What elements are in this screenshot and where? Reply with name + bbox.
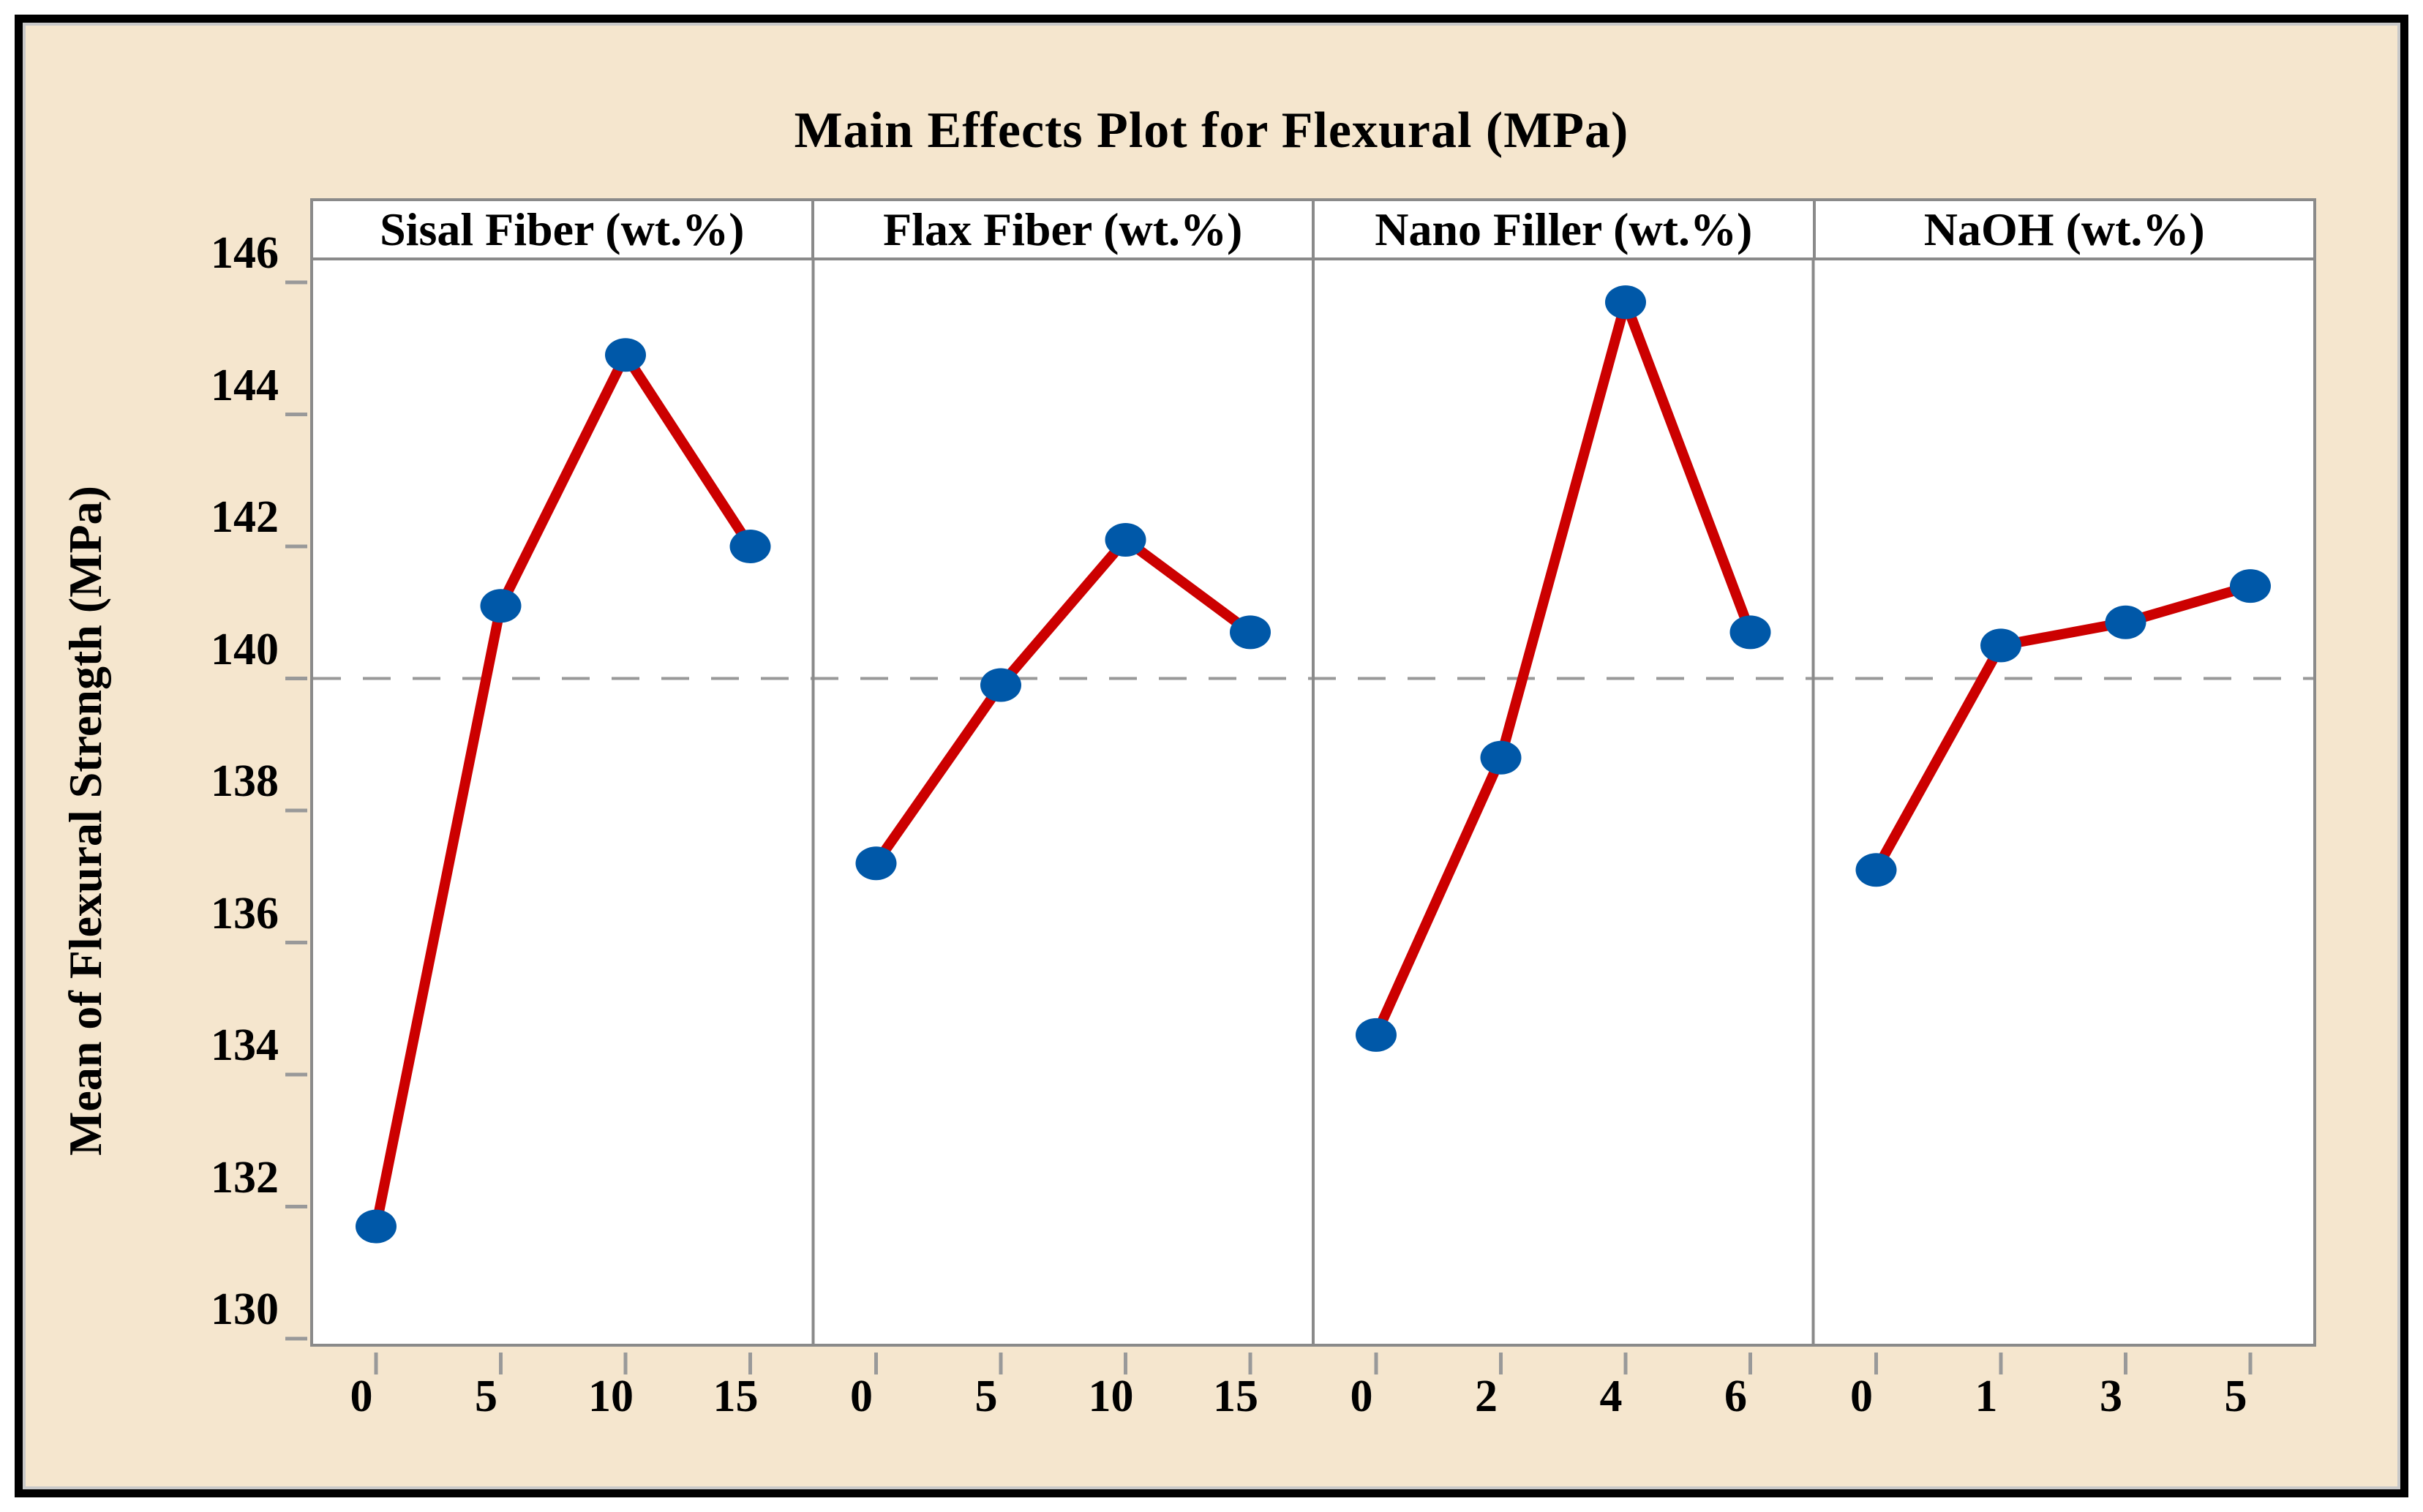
panel-header-flax: Flax Fiber (wt.%)	[814, 201, 1315, 257]
y-axis-title: Mean of Flexural Strength (MPa)	[59, 486, 111, 1156]
y-tick-label-138: 138	[211, 756, 279, 806]
x-tick-label-0: 0	[1350, 1372, 1373, 1421]
x-tick-label-0: 0	[350, 1372, 373, 1421]
series-line-2	[871, 533, 1254, 867]
panel-header-naoh: NaOH (wt.%)	[1815, 201, 2313, 257]
data-point-5-141.1	[480, 589, 522, 623]
y-tick-label-140: 140	[211, 624, 279, 674]
y-tick-label-132: 132	[211, 1152, 279, 1203]
y-tick-label-130: 130	[211, 1285, 279, 1334]
y-tick-label-146: 146	[211, 228, 279, 278]
data-point-15-142	[729, 530, 771, 563]
x-tick-label-10: 10	[1088, 1372, 1134, 1421]
x-tick-label-15: 15	[1213, 1372, 1258, 1421]
data-point-0-131.7	[356, 1209, 397, 1244]
data-point-6-140.7	[1729, 615, 1771, 650]
y-tick-label-144: 144	[211, 360, 279, 410]
x-tick-label-6: 6	[1724, 1372, 1747, 1421]
x-tick-label-10: 10	[588, 1372, 634, 1421]
data-point-0-137.2	[855, 846, 897, 881]
data-point-5-139.9	[980, 668, 1021, 702]
x-tick-label-4: 4	[1599, 1372, 1623, 1421]
x-tick-label-0: 0	[850, 1372, 873, 1421]
x-tick-label-1: 1	[1975, 1372, 1998, 1421]
panels-plot-svg	[285, 260, 2313, 1374]
data-point-0-134.6	[1356, 1018, 1397, 1052]
x-tick-label-5: 5	[974, 1372, 998, 1421]
panel-header-sisal: Sisal Fiber (wt.%)	[313, 201, 814, 257]
series-line-4	[1871, 581, 2252, 873]
chart-canvas: Main Effects Plot for Flexural (MPa) Mea…	[15, 15, 2408, 1497]
data-point-10-144.9	[605, 338, 646, 372]
series-line-1	[371, 345, 755, 1227]
plot-area: Sisal Fiber (wt.%) Flax Fiber (wt.%) Nano …	[285, 198, 2316, 1374]
data-point-3-140.85	[2105, 605, 2146, 639]
x-tick-label-5: 5	[475, 1372, 497, 1421]
data-point-5-141.4	[2230, 569, 2271, 603]
x-tick-label-2: 2	[1475, 1372, 1498, 1421]
data-point-10-142.1	[1105, 522, 1146, 557]
y-tick-label-136: 136	[211, 888, 279, 939]
y-tick-label-142: 142	[211, 492, 279, 542]
panel-header-nano: Nano Filler (wt.%)	[1315, 201, 1816, 257]
panel-header-row: Sisal Fiber (wt.%) Flax Fiber (wt.%) Nano …	[313, 201, 2313, 260]
y-tick-label-134: 134	[211, 1020, 279, 1070]
data-point-0-137.1	[1855, 853, 1897, 887]
chart-title: Main Effects Plot for Flexural (MPa)	[794, 102, 1629, 159]
data-point-1-140.5	[1980, 628, 2021, 663]
x-tick-label-5: 5	[2224, 1372, 2247, 1421]
x-tick-label-15: 15	[713, 1372, 759, 1421]
x-tick-label-0: 0	[1850, 1372, 1873, 1421]
data-point-4-145.7	[1605, 285, 1646, 320]
series-line-3	[1371, 285, 1756, 1037]
data-point-2-138.8	[1480, 740, 1522, 775]
data-point-15-140.7	[1230, 615, 1271, 650]
x-tick-label-3: 3	[2100, 1372, 2122, 1421]
